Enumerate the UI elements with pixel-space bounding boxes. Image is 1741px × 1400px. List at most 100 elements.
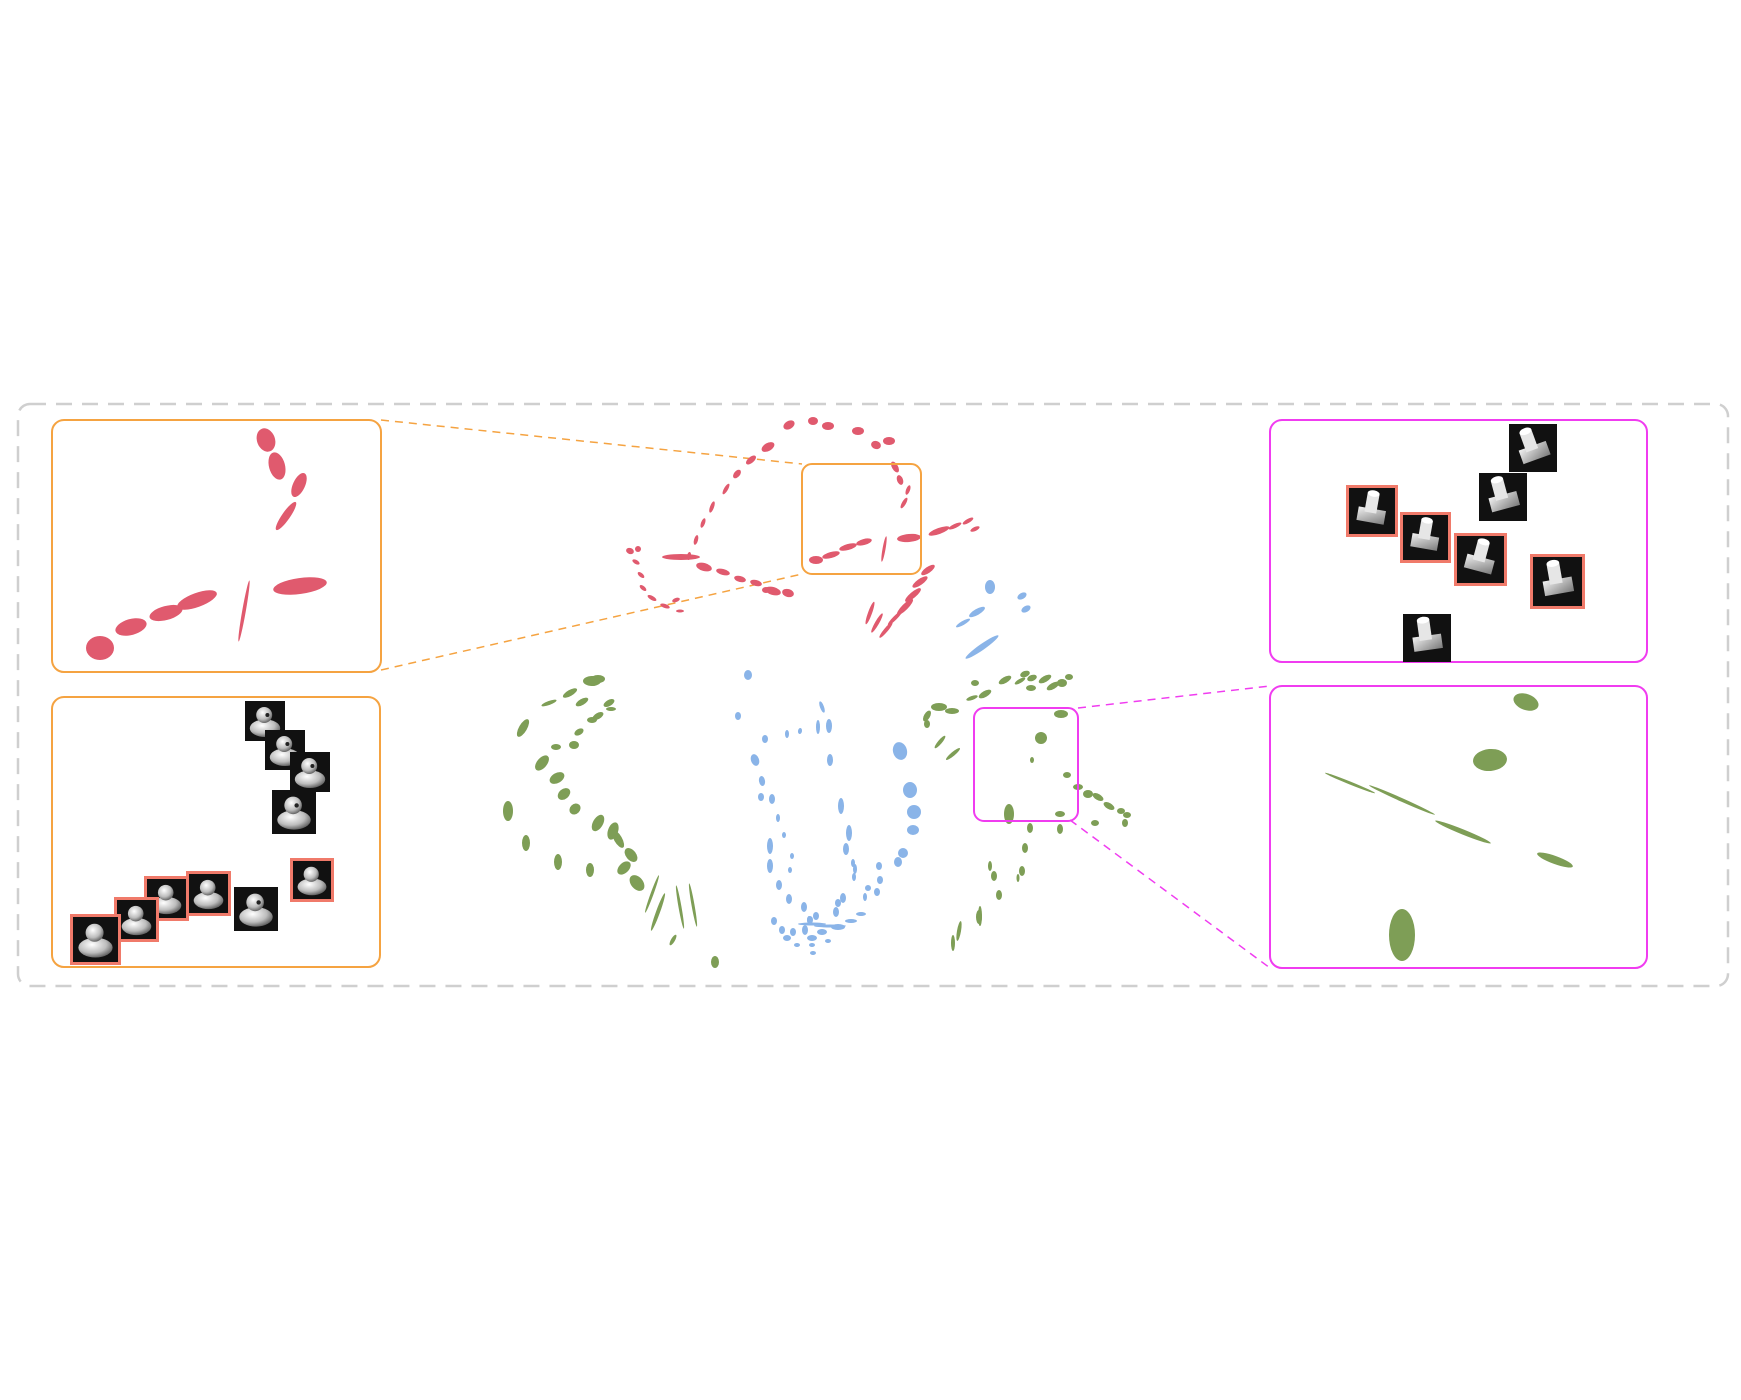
green-ellipse (650, 893, 666, 931)
zoom-red-ellipse (256, 428, 276, 452)
zoom-green-ellipse (1435, 820, 1491, 844)
blue-ellipse (856, 912, 866, 916)
green-ellipse (541, 699, 557, 707)
blue-ellipse (785, 730, 789, 738)
block-shape (1410, 517, 1440, 551)
block-top (1546, 559, 1560, 567)
blue-ellipse (835, 899, 841, 907)
green-ellipse (998, 675, 1012, 685)
green-ellipse (1055, 811, 1065, 817)
zoom-red-ellipse (291, 472, 307, 498)
block-thumbnail (1346, 485, 1398, 537)
block-top (1367, 490, 1380, 497)
red-ellipse (962, 517, 974, 525)
blue-ellipse (758, 793, 764, 801)
blue-ellipse (838, 798, 844, 814)
green-ellipses-zoomed (1324, 693, 1573, 961)
zoom-red-ellipse (115, 618, 147, 636)
orange-panel-top (51, 419, 382, 673)
block-thumbnail-group (1346, 424, 1585, 662)
green-ellipse (1122, 819, 1128, 827)
blue-ellipse (903, 782, 917, 798)
red-ellipse (750, 579, 762, 587)
green-ellipse (1046, 681, 1060, 691)
block-shape (1356, 490, 1386, 525)
blue-ellipse (783, 935, 791, 941)
blue-ellipse (762, 735, 768, 743)
zoom-panel-green-ellipses (1269, 685, 1648, 969)
green-ellipse (688, 883, 698, 927)
blue-ellipse (788, 867, 792, 873)
green-ellipse (1054, 710, 1068, 718)
green-ellipse (1027, 823, 1033, 833)
red-ellipse (626, 547, 634, 555)
red-ellipse (676, 609, 684, 613)
red-ellipse (672, 597, 680, 603)
green-ellipse (1019, 866, 1025, 876)
red-ellipse (709, 501, 715, 513)
outer-dashed-frame (16, 402, 1730, 988)
block-shape (1412, 616, 1443, 652)
green-ellipse (978, 906, 982, 926)
blue-ellipse (853, 864, 857, 874)
green-ellipse (1083, 790, 1093, 798)
duck-thumbnail (290, 858, 334, 902)
red-ellipse (637, 572, 645, 578)
red-ellipse (809, 556, 823, 564)
blue-ellipse (898, 848, 908, 858)
duck-eye (294, 803, 299, 808)
duck-thumbnail (70, 914, 121, 965)
zoom-panel-block-thumbnails (1269, 419, 1648, 663)
red-ellipse (693, 535, 699, 545)
duck-eye (285, 742, 290, 746)
blue-ellipse (802, 925, 808, 935)
red-ellipse (822, 422, 834, 430)
block-thumbnail (1479, 473, 1527, 521)
blue-ellipse (817, 929, 827, 935)
red-ellipse (881, 536, 887, 562)
green-ellipse (617, 861, 631, 875)
blue-ellipse (865, 885, 871, 891)
green-ellipse (1026, 685, 1036, 691)
red-ellipse (762, 587, 770, 593)
red-ellipse (632, 559, 640, 565)
duck-head (85, 923, 104, 942)
green-ellipse (588, 680, 598, 686)
red-ellipse (716, 568, 730, 576)
duck-head (276, 736, 293, 752)
red-ellipse (912, 576, 928, 588)
green-ellipse (1016, 874, 1020, 882)
block-base (1518, 440, 1551, 465)
green-manifold-cluster (503, 670, 1131, 968)
blue-ellipse (776, 814, 780, 822)
green-ellipse (1091, 820, 1099, 826)
blue-ellipse (907, 825, 919, 835)
blue-ellipse (809, 943, 815, 947)
red-ellipse (856, 538, 872, 546)
green-ellipse (669, 934, 677, 946)
red-ellipse (905, 588, 921, 602)
green-ellipse (978, 689, 992, 699)
block-column (1418, 519, 1433, 541)
duck-body (78, 937, 113, 958)
blue-ellipse (969, 606, 985, 618)
green-ellipse (945, 748, 961, 760)
blue-ellipse (769, 794, 775, 804)
blue-ellipse (767, 859, 773, 873)
green-ellipse (554, 854, 562, 870)
blue-ellipse (790, 853, 794, 859)
blue-ellipse (985, 580, 995, 594)
green-ellipse (562, 688, 578, 698)
duck-head (199, 879, 216, 896)
red-manifold-cluster (626, 417, 980, 638)
green-ellipse (711, 956, 719, 968)
zoom-green-ellipse (1513, 693, 1539, 711)
blue-ellipse (845, 919, 857, 923)
green-ellipse (516, 719, 530, 737)
red-ellipse (647, 594, 657, 602)
green-ellipse (1020, 670, 1030, 678)
blue-ellipse (782, 832, 786, 838)
block-thumbnail (1530, 554, 1585, 609)
duck-thumbnail (272, 790, 316, 834)
blue-ellipse (797, 728, 803, 734)
